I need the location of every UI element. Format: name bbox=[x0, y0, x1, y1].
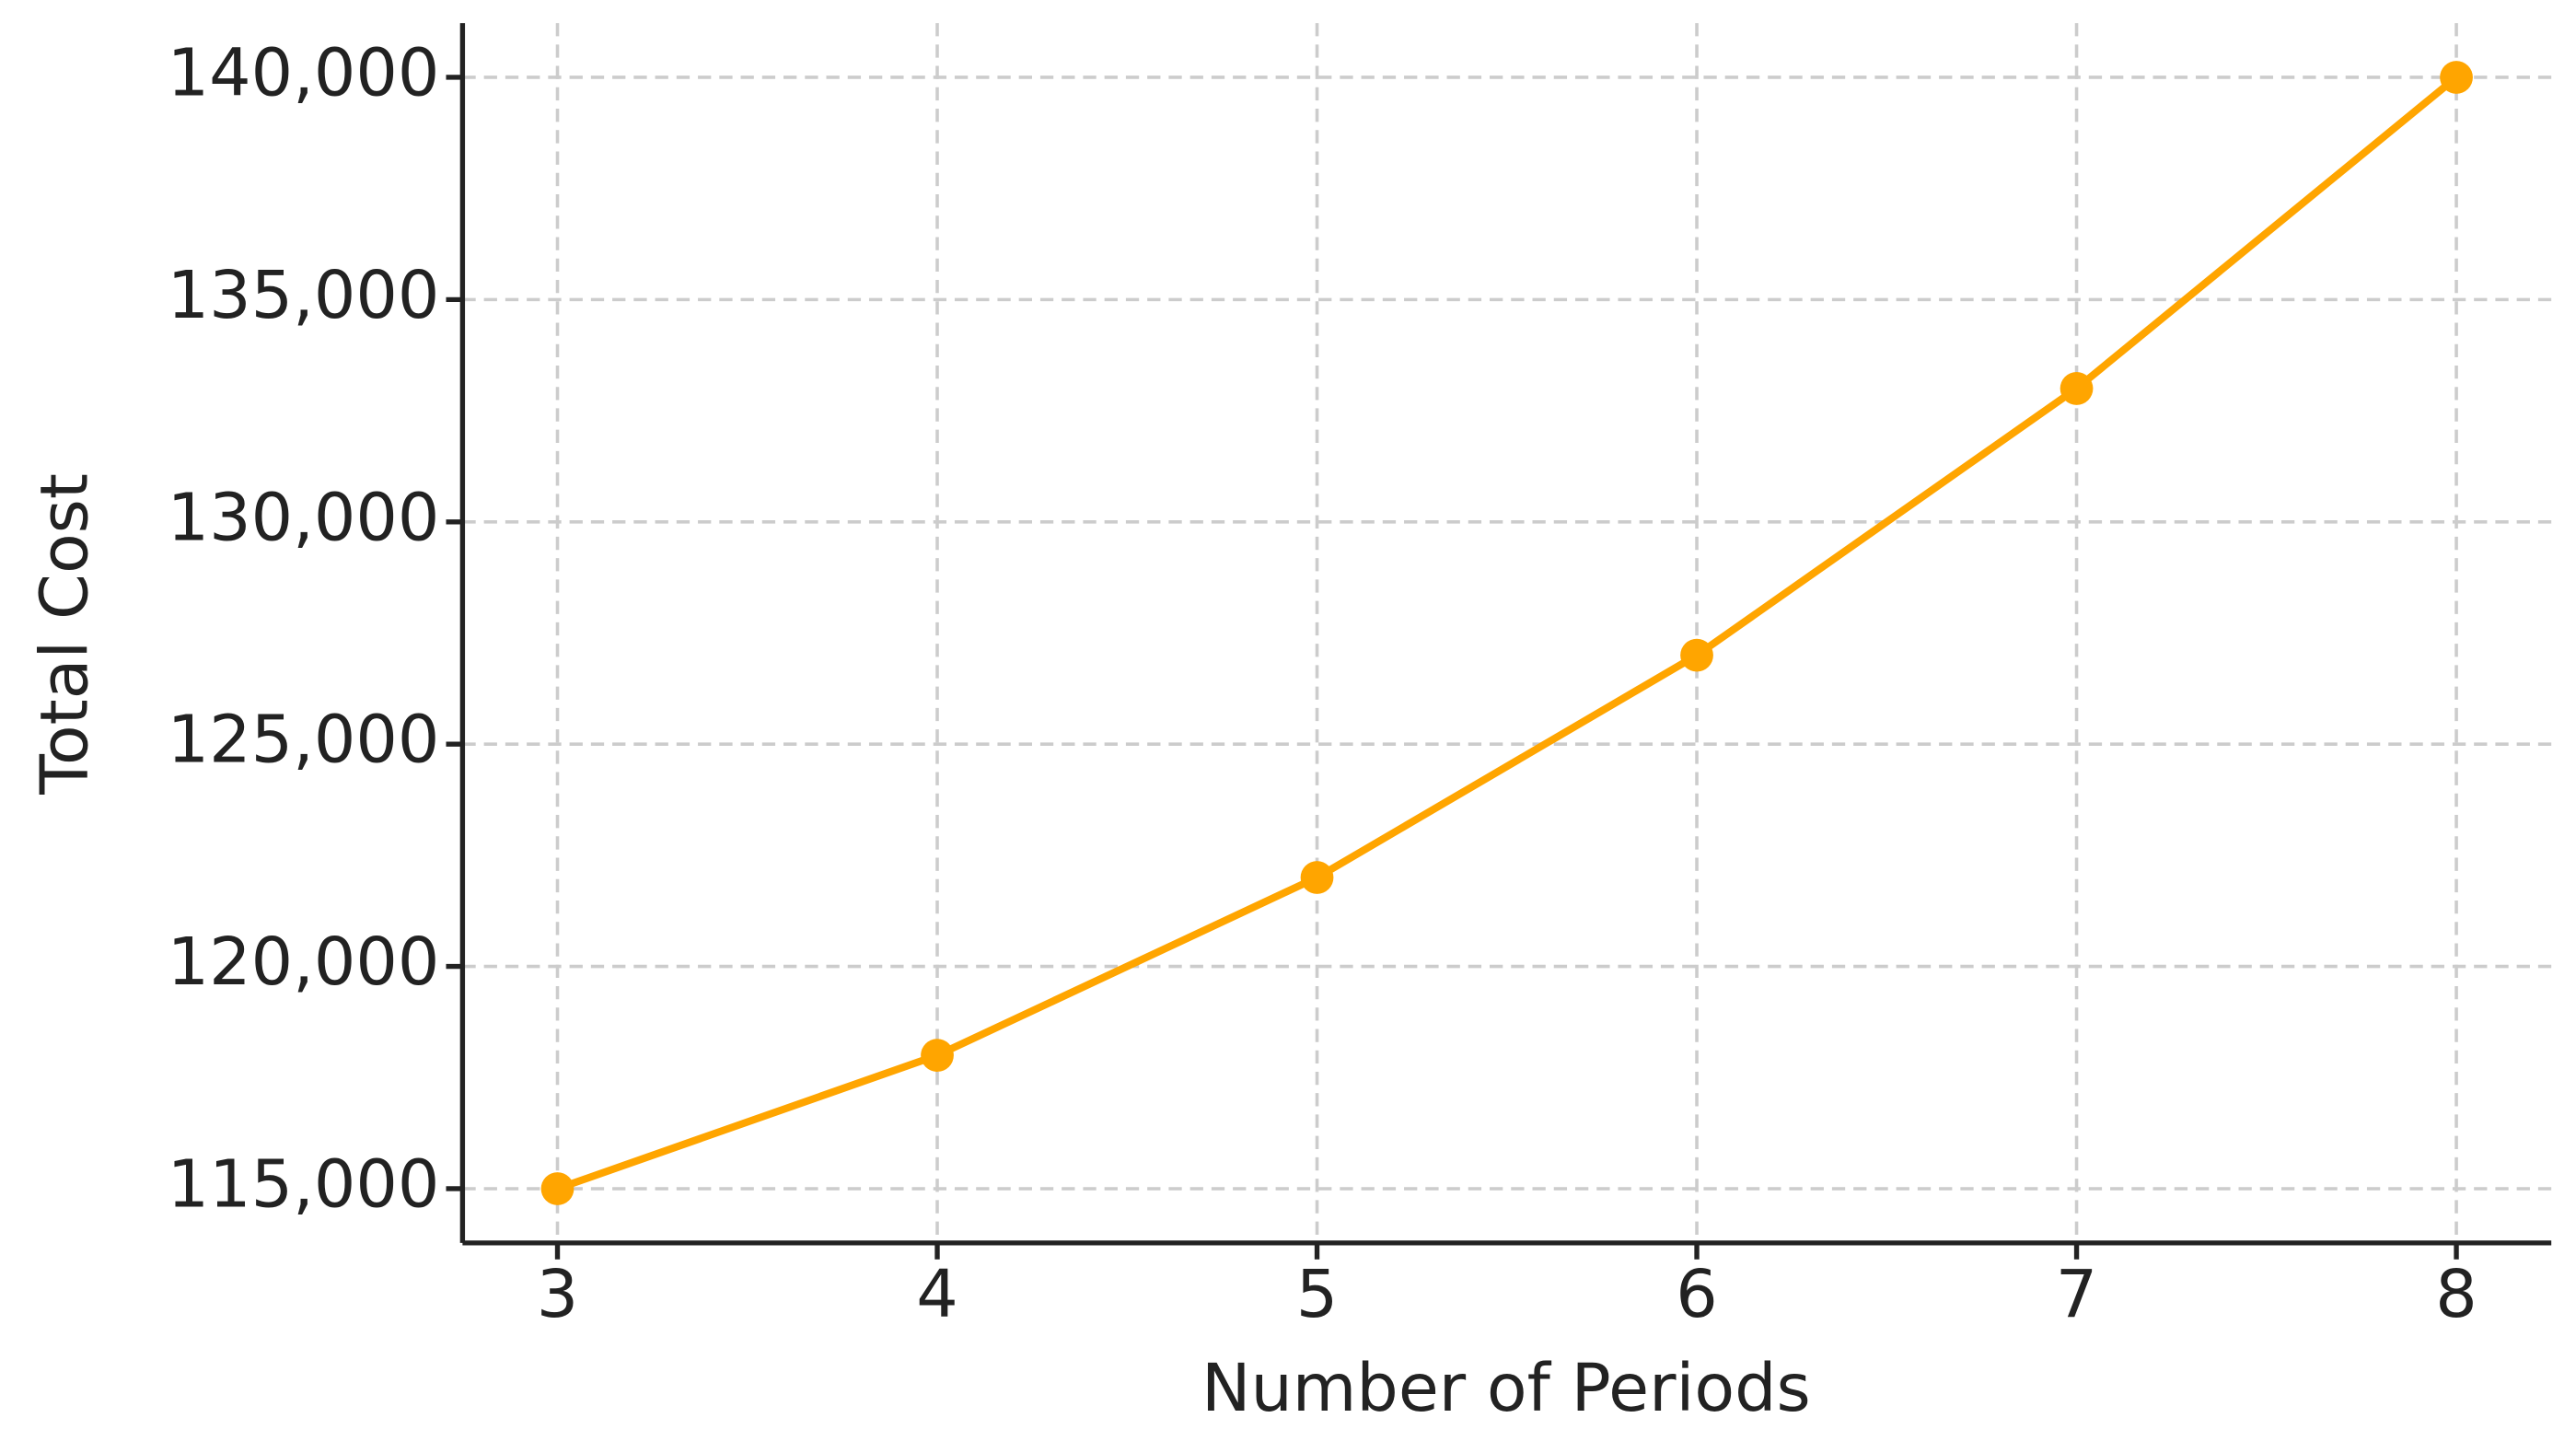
y-axis-label: Total Cost bbox=[27, 473, 103, 796]
x-tick-label: 3 bbox=[537, 1256, 579, 1332]
x-axis-label: Number of Periods bbox=[1201, 1350, 1811, 1426]
data-point bbox=[2060, 372, 2094, 405]
y-tick-label: 125,000 bbox=[168, 702, 440, 778]
data-point bbox=[1680, 638, 1713, 672]
y-tick-label: 140,000 bbox=[168, 35, 440, 111]
x-tick-label: 7 bbox=[2056, 1256, 2098, 1332]
y-tick-label: 115,000 bbox=[168, 1146, 440, 1223]
data-point bbox=[2440, 61, 2473, 94]
x-tick-label: 6 bbox=[1676, 1256, 1718, 1332]
data-point bbox=[540, 1172, 574, 1205]
y-tick-label: 135,000 bbox=[168, 257, 440, 333]
x-tick-label: 4 bbox=[916, 1256, 958, 1332]
x-tick-label: 8 bbox=[2435, 1256, 2477, 1332]
y-tick-label: 120,000 bbox=[168, 924, 440, 1000]
data-point bbox=[1300, 861, 1334, 894]
y-tick-label: 130,000 bbox=[168, 479, 440, 555]
grid bbox=[462, 23, 2552, 1243]
line-series bbox=[556, 74, 2459, 1192]
x-tick-label: 5 bbox=[1296, 1256, 1339, 1332]
data-point bbox=[921, 1039, 954, 1073]
